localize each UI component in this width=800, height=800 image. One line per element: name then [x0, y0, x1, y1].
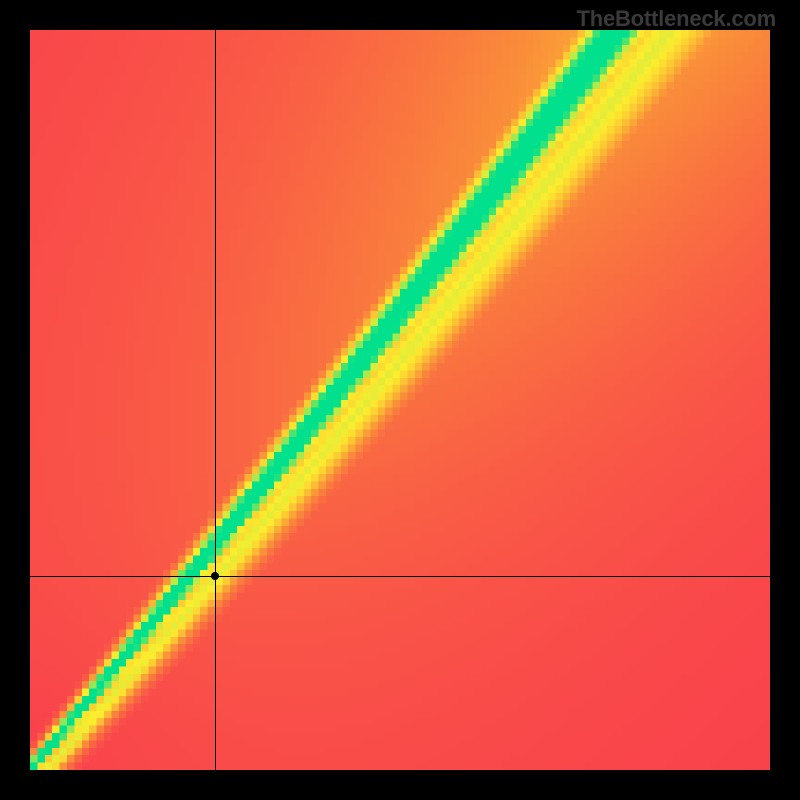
marker-dot — [211, 572, 219, 580]
crosshair-horizontal — [30, 576, 770, 577]
crosshair-vertical — [215, 30, 216, 770]
heatmap-canvas — [30, 30, 770, 770]
heatmap-plot — [30, 30, 770, 770]
attribution-text: TheBottleneck.com — [576, 6, 776, 32]
